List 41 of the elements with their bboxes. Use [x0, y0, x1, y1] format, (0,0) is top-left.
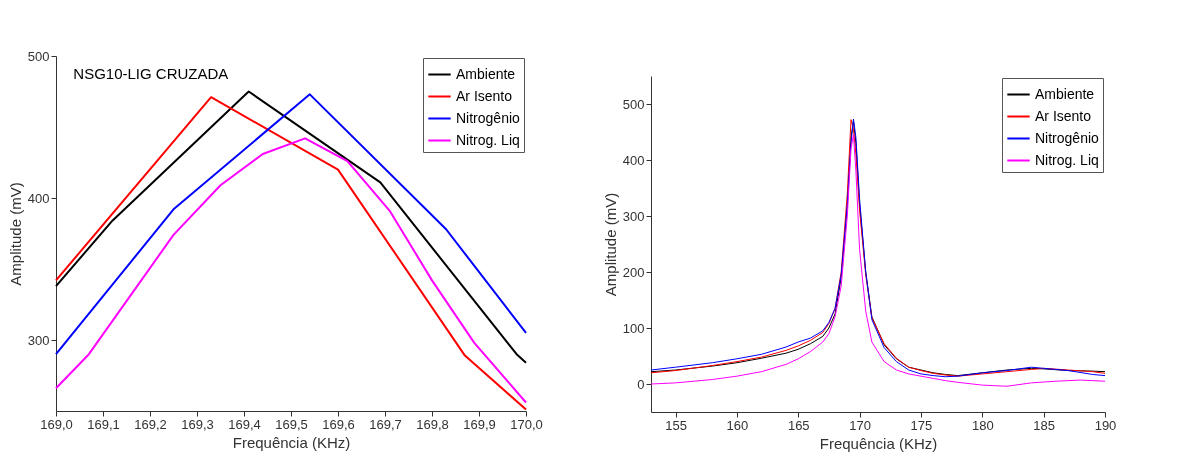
- legend-label: Ar Isento: [456, 87, 513, 104]
- x-tick-label: 185: [1033, 417, 1055, 433]
- x-tick-label: 190: [1094, 417, 1117, 433]
- x-axis-title: Frequência (KHz): [232, 433, 351, 451]
- x-tick-label: 169,1: [87, 416, 120, 432]
- x-tick-label: 169,6: [322, 416, 355, 432]
- x-tick-label: 169,8: [416, 416, 449, 432]
- y-axis-title: Amplitude (mV): [6, 182, 24, 286]
- y-axis-title: Amplitude (mV): [601, 192, 619, 297]
- legend-label: Nitrog. Liq: [1035, 151, 1099, 168]
- legend-label: Nitrog. Liq: [456, 131, 520, 148]
- y-tick-label: 0: [637, 376, 645, 392]
- y-tick-label: 200: [622, 264, 645, 280]
- x-tick-label: 169,9: [463, 416, 496, 432]
- legend-label: Ambiente: [456, 65, 516, 82]
- x-tick-label: 175: [910, 417, 933, 433]
- legend-label: Nitrogênio: [1035, 129, 1100, 146]
- legend-label: Nitrogênio: [456, 109, 521, 126]
- x-tick-label: 170,0: [510, 416, 543, 432]
- x-tick-label: 165: [787, 417, 810, 433]
- y-tick-label: 300: [27, 332, 50, 348]
- x-tick-label: 169,2: [134, 416, 167, 432]
- x-tick-label: 169,7: [369, 416, 402, 432]
- x-tick-label: 169,4: [228, 416, 261, 432]
- x-tick-label: 170: [849, 417, 871, 433]
- x-tick-label: 169,0: [40, 416, 73, 432]
- y-tick-label: 500: [27, 48, 50, 64]
- y-tick-label: 300: [622, 208, 645, 224]
- x-tick-label: 160: [726, 417, 749, 433]
- y-tick-label: 400: [622, 152, 645, 168]
- text: NSG10-LIG CRUZADA: [73, 65, 229, 82]
- y-tick-label: 100: [622, 320, 645, 336]
- x-tick-label: 155: [665, 417, 687, 433]
- y-tick-label: 500: [622, 96, 645, 112]
- x-tick-label: 169,5: [275, 416, 308, 432]
- y-tick-label: 400: [27, 190, 50, 206]
- legend-label: Ar Isento: [1035, 107, 1092, 124]
- x-tick-label: 169,3: [181, 416, 214, 432]
- x-tick-label: 180: [971, 417, 994, 433]
- legend-label: Ambiente: [1035, 85, 1095, 102]
- x-axis-title: Frequência (KHz): [819, 434, 938, 452]
